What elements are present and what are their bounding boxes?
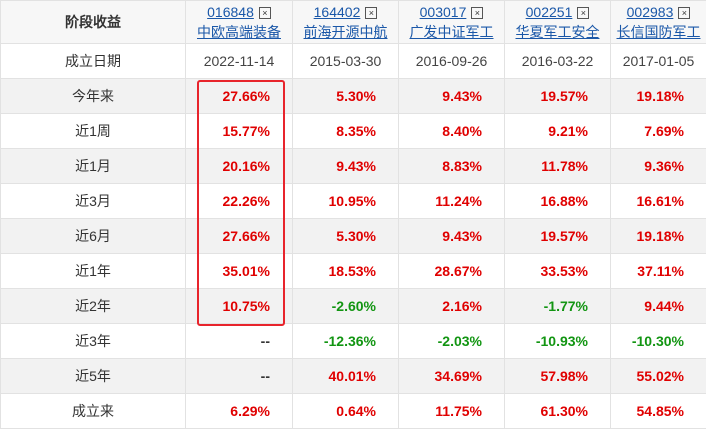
cell: 9.21% xyxy=(505,114,611,149)
cell: 5.30% xyxy=(293,79,399,114)
cell: -10.93% xyxy=(505,324,611,359)
table-row: 近3年---12.36%-2.03%-10.93%-10.30% xyxy=(1,324,706,359)
highlight-box xyxy=(197,80,285,326)
cell: -2.60% xyxy=(293,289,399,324)
close-icon[interactable]: × xyxy=(678,7,690,19)
row-label: 近1年 xyxy=(1,254,186,289)
cell: -- xyxy=(186,359,293,394)
cell: 2.16% xyxy=(399,289,505,324)
cell: 9.43% xyxy=(293,149,399,184)
cell: 40.01% xyxy=(293,359,399,394)
cell: 0.64% xyxy=(293,394,399,429)
cell: 8.83% xyxy=(399,149,505,184)
cell: 7.69% xyxy=(611,114,706,149)
row-label: 成立来 xyxy=(1,394,186,429)
fund-header: 002251 × 华夏军工安全 xyxy=(505,1,611,44)
fund-code[interactable]: 002251 xyxy=(526,4,573,20)
close-icon[interactable]: × xyxy=(365,7,377,19)
cell: 9.43% xyxy=(399,219,505,254)
cell: 11.75% xyxy=(399,394,505,429)
header-title: 阶段收益 xyxy=(1,1,186,44)
fund-name[interactable]: 华夏军工安全 xyxy=(516,24,600,40)
close-icon[interactable]: × xyxy=(577,7,589,19)
cell: 9.44% xyxy=(611,289,706,324)
cell: -2.03% xyxy=(399,324,505,359)
cell: 19.57% xyxy=(505,79,611,114)
row-label: 近1月 xyxy=(1,149,186,184)
cell: 9.43% xyxy=(399,79,505,114)
row-label: 近6月 xyxy=(1,219,186,254)
fund-code[interactable]: 164402 xyxy=(314,4,361,20)
fund-code[interactable]: 016848 xyxy=(207,4,254,20)
cell: 16.88% xyxy=(505,184,611,219)
cell: -12.36% xyxy=(293,324,399,359)
cell: 34.69% xyxy=(399,359,505,394)
cell: 37.11% xyxy=(611,254,706,289)
cell: 19.18% xyxy=(611,79,706,114)
cell: 18.53% xyxy=(293,254,399,289)
cell: 16.61% xyxy=(611,184,706,219)
fund-name[interactable]: 广发中证军工 xyxy=(410,24,494,40)
cell: 54.85% xyxy=(611,394,706,429)
cell: -1.77% xyxy=(505,289,611,324)
row-label: 近1周 xyxy=(1,114,186,149)
close-icon[interactable]: × xyxy=(471,7,483,19)
cell: -- xyxy=(186,324,293,359)
row-label: 近3年 xyxy=(1,324,186,359)
close-icon[interactable]: × xyxy=(259,7,271,19)
cell: 61.30% xyxy=(505,394,611,429)
row-label: 今年来 xyxy=(1,79,186,114)
cell: 8.40% xyxy=(399,114,505,149)
fund-code[interactable]: 002983 xyxy=(627,4,674,20)
cell: 19.18% xyxy=(611,219,706,254)
cell: 10.95% xyxy=(293,184,399,219)
cell: 55.02% xyxy=(611,359,706,394)
cell: 2016-09-26 xyxy=(399,44,505,79)
cell: -10.30% xyxy=(611,324,706,359)
cell: 5.30% xyxy=(293,219,399,254)
fund-header: 164402 × 前海开源中航 xyxy=(293,1,399,44)
cell: 28.67% xyxy=(399,254,505,289)
row-label: 近5年 xyxy=(1,359,186,394)
cell: 11.78% xyxy=(505,149,611,184)
fund-name[interactable]: 中欧高端装备 xyxy=(197,24,281,40)
table-row: 近5年--40.01%34.69%57.98%55.02% xyxy=(1,359,706,394)
cell: 2015-03-30 xyxy=(293,44,399,79)
cell: 57.98% xyxy=(505,359,611,394)
cell: 11.24% xyxy=(399,184,505,219)
row-label: 近2年 xyxy=(1,289,186,324)
fund-code[interactable]: 003017 xyxy=(420,4,467,20)
cell: 6.29% xyxy=(186,394,293,429)
fund-header: 016848 × 中欧高端装备 xyxy=(186,1,293,44)
fund-header: 002983 × 长信国防军工 xyxy=(611,1,706,44)
cell: 9.36% xyxy=(611,149,706,184)
cell: 2017-01-05 xyxy=(611,44,706,79)
fund-name[interactable]: 前海开源中航 xyxy=(304,24,388,40)
row-label: 成立日期 xyxy=(1,44,186,79)
cell: 2022-11-14 xyxy=(186,44,293,79)
fund-header: 003017 × 广发中证军工 xyxy=(399,1,505,44)
fund-name[interactable]: 长信国防军工 xyxy=(617,24,701,40)
cell: 2016-03-22 xyxy=(505,44,611,79)
cell: 19.57% xyxy=(505,219,611,254)
row-label: 近3月 xyxy=(1,184,186,219)
cell: 8.35% xyxy=(293,114,399,149)
cell: 33.53% xyxy=(505,254,611,289)
